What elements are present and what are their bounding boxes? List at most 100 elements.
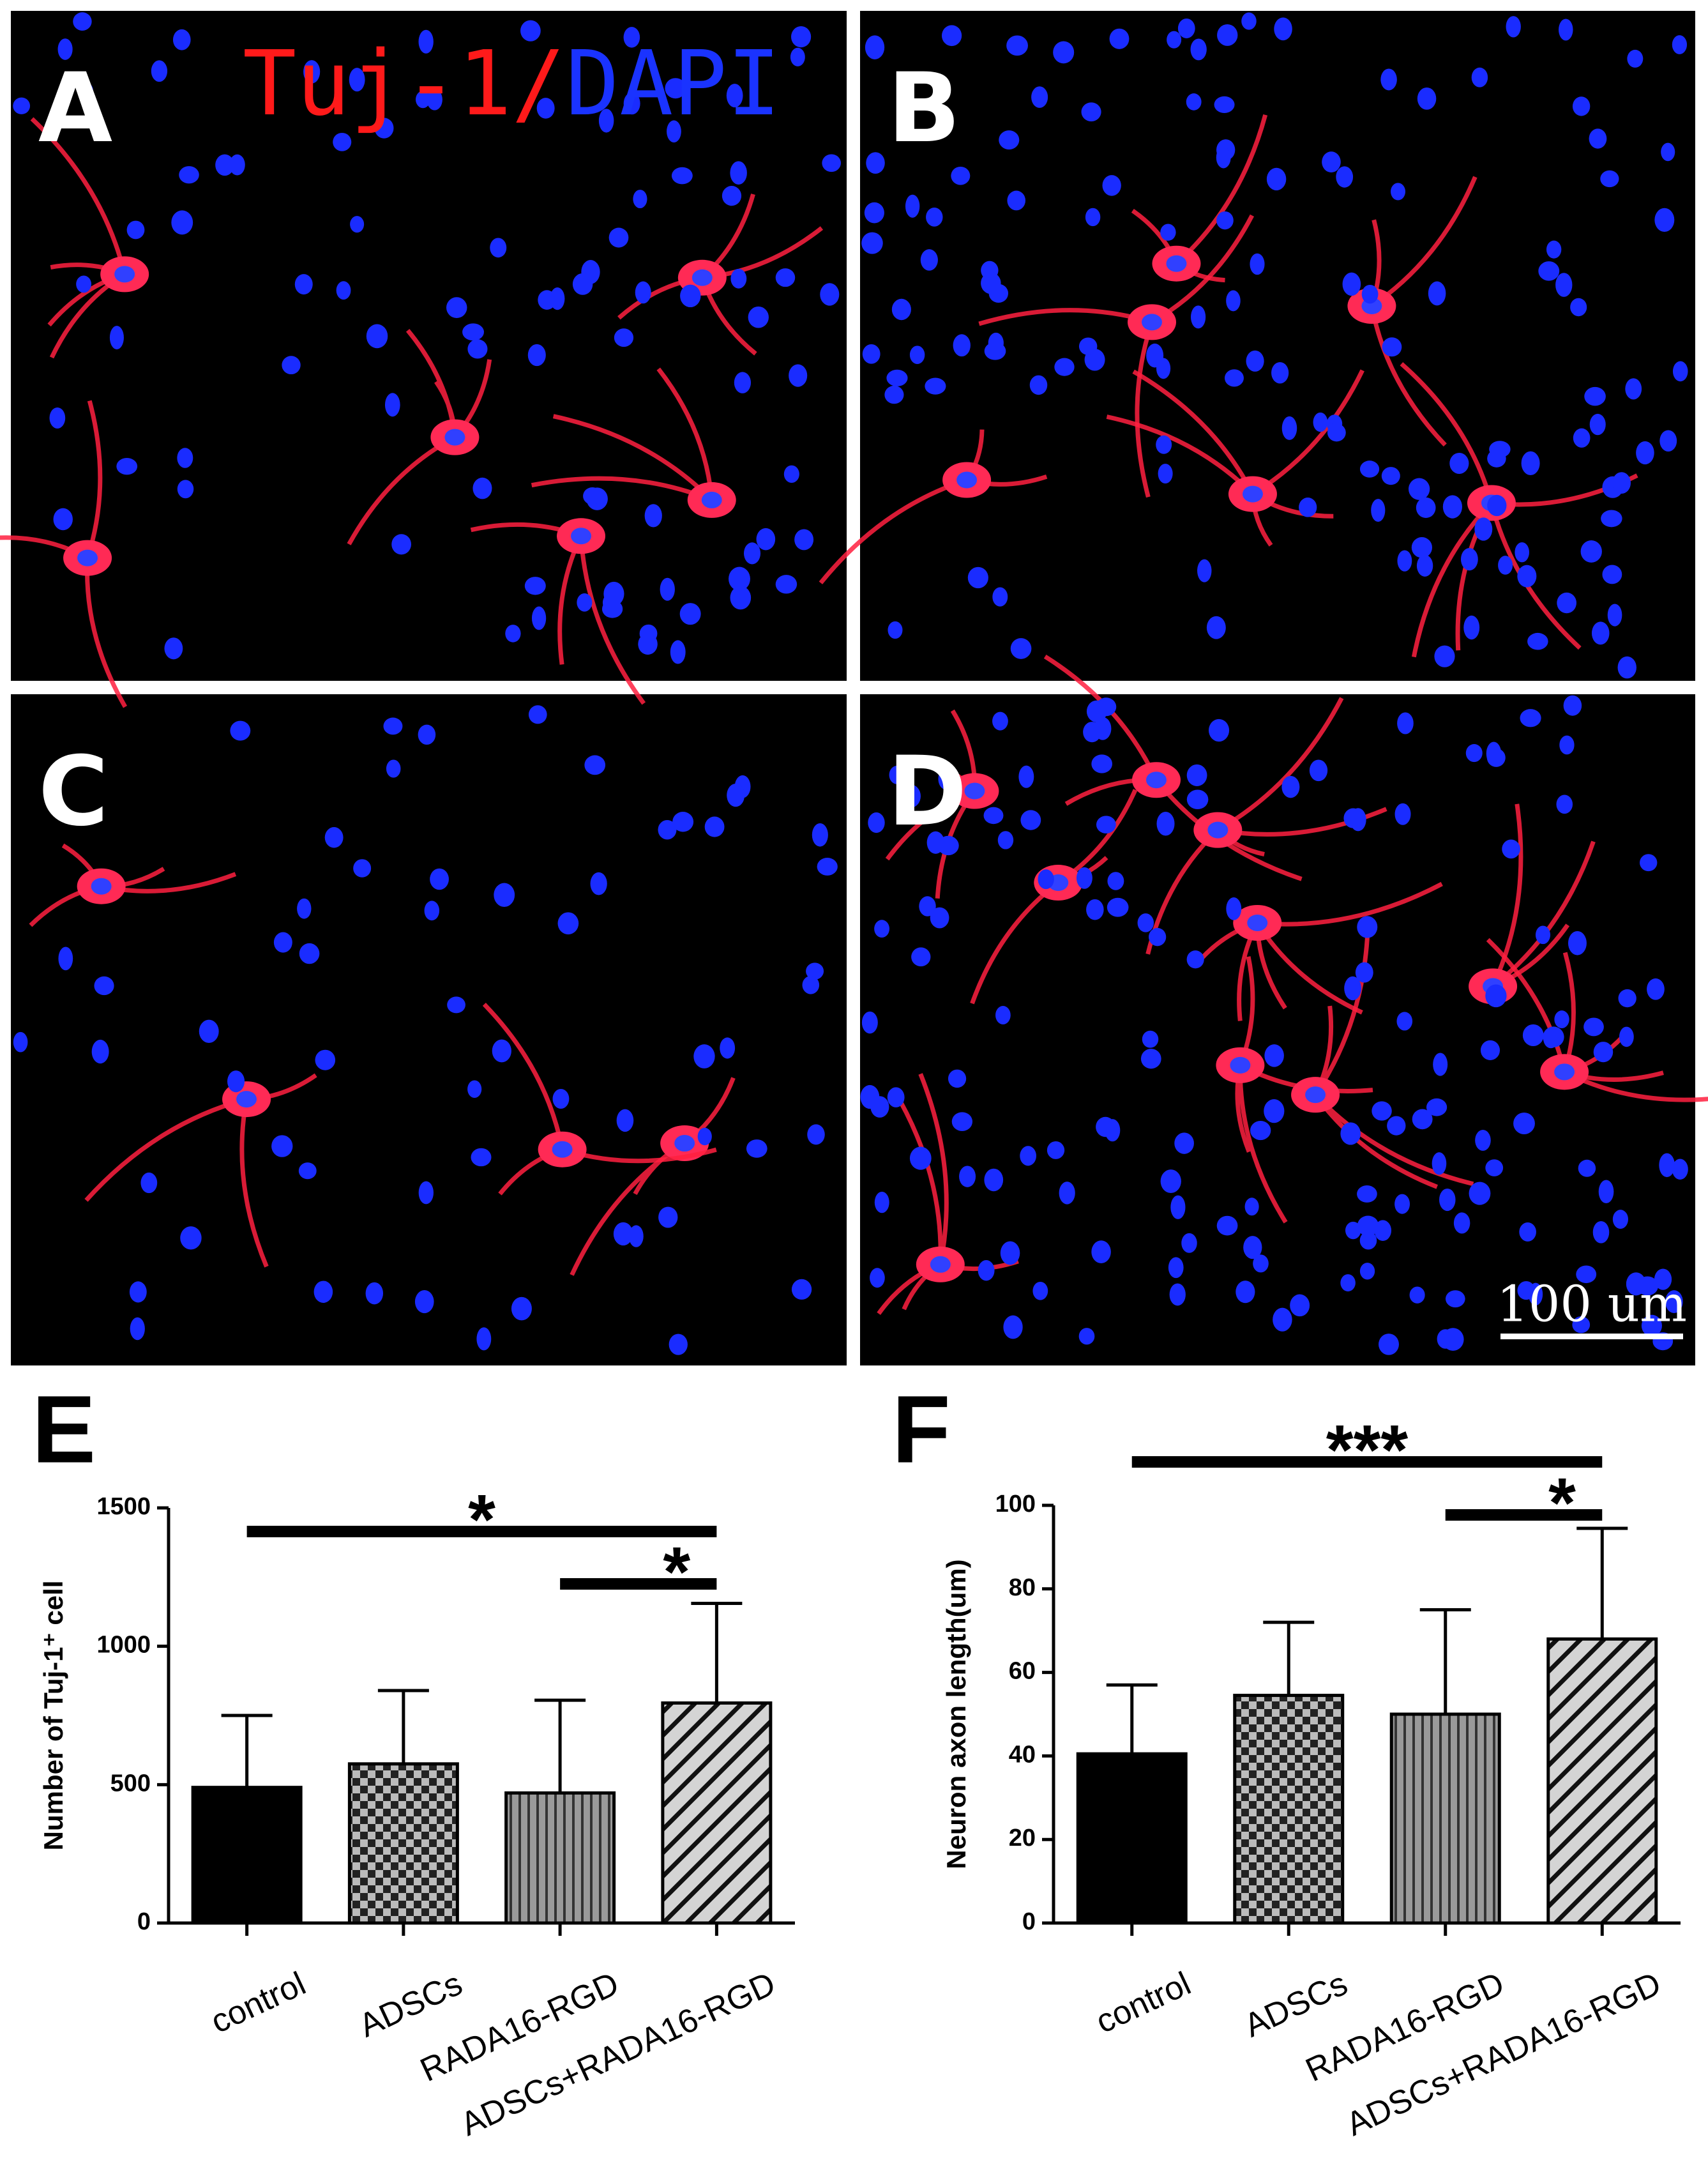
nucleus (1007, 190, 1026, 211)
nucleus (350, 216, 365, 233)
nucleus (1142, 314, 1163, 331)
nucleus (1197, 559, 1212, 582)
nucleus (1589, 413, 1606, 436)
nucleus (424, 901, 440, 921)
nucleus (1659, 1153, 1675, 1178)
nucleus (1264, 1099, 1285, 1123)
nucleus (1654, 208, 1675, 232)
nucleus (1372, 1101, 1392, 1121)
nucleus (462, 323, 484, 341)
nucleus (978, 1260, 995, 1281)
nucleus (729, 566, 750, 591)
nucleus (552, 1088, 570, 1109)
nucleus (129, 1281, 147, 1303)
nucleus (601, 600, 623, 618)
nucleus (697, 1127, 712, 1146)
nucleus (1047, 1141, 1065, 1159)
nucleus (1380, 68, 1397, 91)
nucleus (126, 220, 145, 240)
nucleus (374, 118, 394, 139)
neuron-process (885, 709, 977, 899)
nucleus (941, 25, 962, 47)
nucleus (1250, 1120, 1271, 1141)
y-tick-label: 1500 (96, 1493, 151, 1520)
nucleus (791, 1279, 812, 1300)
nucleus (1247, 914, 1268, 931)
nucleus (77, 549, 98, 566)
nucleus (1327, 423, 1343, 441)
nucleus (1640, 854, 1658, 872)
nucleus (1290, 1294, 1310, 1317)
nucleus (1208, 719, 1230, 742)
nucleus (1661, 142, 1675, 162)
nucleus (472, 477, 492, 499)
nucleus (1485, 1159, 1504, 1176)
nucleus (1654, 1268, 1672, 1290)
nucleus (273, 932, 292, 953)
nucleus (730, 586, 752, 610)
nucleus (868, 812, 885, 833)
nucleus (1243, 1236, 1262, 1259)
nucleus (416, 91, 430, 109)
nucleus (1105, 1119, 1121, 1142)
nucleus (1433, 1053, 1448, 1076)
nucleus (552, 1141, 573, 1158)
nucleus (794, 529, 814, 551)
nucleus (874, 1191, 889, 1213)
nucleus (775, 268, 796, 287)
significance-label: * (1548, 1464, 1576, 1542)
nucleus (1340, 1274, 1356, 1292)
nucleus (930, 1256, 951, 1273)
stain-blue: DAPI (566, 32, 781, 136)
nucleus (644, 504, 662, 528)
y-tick-label: 40 (1009, 1741, 1036, 1768)
nucleus (418, 29, 434, 54)
nucleus (1158, 464, 1173, 484)
nucleus (1535, 925, 1551, 945)
nucleus (430, 868, 449, 890)
nucleus (667, 120, 681, 143)
nucleus (1345, 1221, 1361, 1240)
nucleus (967, 566, 988, 589)
nucleus (1078, 337, 1098, 355)
nucleus (1480, 1040, 1500, 1060)
nucleus (726, 84, 743, 108)
nucleus (520, 20, 541, 42)
nucleus (1214, 96, 1235, 114)
nucleus (925, 377, 946, 395)
nucleus (1485, 984, 1507, 1008)
nucleus (1167, 31, 1182, 49)
nucleus (660, 577, 675, 601)
nucleus (628, 1225, 644, 1247)
nucleus (1091, 754, 1113, 773)
nucleus (114, 266, 135, 283)
nucleus (1432, 1152, 1447, 1175)
significance-label: *** (1326, 1411, 1409, 1489)
nucleus (616, 1109, 634, 1132)
nucleus (1538, 261, 1560, 281)
nucleus (1191, 305, 1206, 329)
nucleus (1416, 554, 1433, 577)
nucleus (1244, 1198, 1259, 1216)
nucleus (1309, 759, 1328, 782)
nucleus (701, 491, 722, 508)
nucleus (679, 603, 701, 625)
nucleus (820, 283, 840, 306)
nucleus (1592, 1220, 1610, 1243)
nucleus (951, 166, 971, 185)
nucleus (1186, 764, 1207, 786)
y-tick-label: 60 (1009, 1658, 1036, 1685)
nucleus (884, 385, 904, 404)
nucleus (1591, 621, 1610, 645)
nucleus (511, 1296, 532, 1321)
nucleus (1357, 916, 1378, 938)
neuron-process (1235, 956, 1373, 1224)
nucleus (1584, 386, 1606, 406)
nucleus (806, 962, 824, 980)
nucleus (1453, 1212, 1470, 1234)
nucleus (866, 152, 885, 174)
neuron-process (1193, 881, 1443, 1021)
nucleus (467, 1080, 482, 1099)
nucleus (1442, 1328, 1464, 1351)
nucleus (730, 161, 747, 185)
